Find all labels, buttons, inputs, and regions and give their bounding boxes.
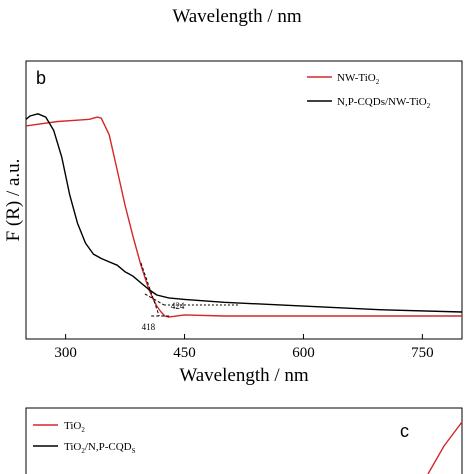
panel-c: c TiO2 TiO2/N,P-CQDS <box>25 407 463 474</box>
legend-label-np-cqds-nw-tio2: N,P-CQDs/NW-TiO2 <box>337 96 431 110</box>
legend-label-tio2-np-cqds: TiO2/N,P-CQDS <box>64 441 136 455</box>
tangent-annotations: 418 424 <box>140 262 241 332</box>
legend-label-nw-tio2: NW-TiO2 <box>337 72 380 86</box>
legend-b: NW-TiO2 N,P-CQDs/NW-TiO2 <box>307 72 431 110</box>
x-tick-label-300: 300 <box>54 345 77 361</box>
series-lines <box>25 113 463 318</box>
series-line-1 <box>25 113 463 313</box>
x-tick-label-450: 450 <box>173 345 196 361</box>
panel-c-series-tio2 <box>427 421 463 474</box>
series-line-0 <box>25 116 462 318</box>
legend-label-tio2: TiO2 <box>64 420 85 434</box>
panel-c-frame <box>25 407 463 474</box>
x-ticks: 300 450 600 750 <box>54 334 434 361</box>
panel-b-label: b <box>36 68 46 88</box>
x-axis-label: Wavelength / nm <box>179 365 309 386</box>
plot-frame <box>25 60 463 340</box>
top-xlabel: Wavelength / nm <box>172 6 302 27</box>
annotation-label-418: 418 <box>142 322 156 332</box>
tangent-line-424 <box>144 293 165 306</box>
tangent-line-418 <box>140 262 160 317</box>
x-tick-label-750: 750 <box>411 345 434 361</box>
x-tick-label-600: 600 <box>292 345 315 361</box>
y-axis-label: F (R) / a.u. <box>3 159 24 242</box>
panel-c-label: c <box>400 421 409 441</box>
annotation-label-424: 424 <box>171 301 185 311</box>
panel-b: b F (R) / a.u. 300 450 600 750 418 424 Wavel… <box>3 60 463 386</box>
